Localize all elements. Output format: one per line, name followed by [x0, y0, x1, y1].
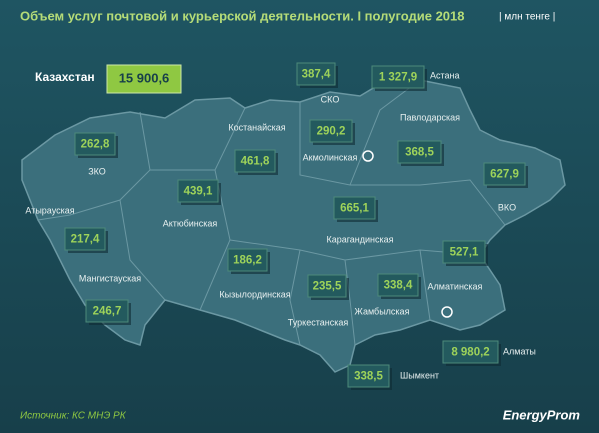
- unit: | млн тенге |: [499, 12, 555, 23]
- region-name: Алматинская: [428, 281, 483, 291]
- region-name: Жамбылская: [355, 306, 410, 316]
- region-name: СКО: [321, 94, 340, 104]
- region-value: 246,7: [93, 306, 122, 318]
- value-box: [442, 240, 486, 264]
- region-value: 262,8: [81, 139, 110, 151]
- region-value: 627,9: [490, 169, 519, 181]
- value-box: [483, 162, 526, 186]
- value-box: [307, 274, 347, 298]
- region-value: 368,5: [405, 147, 434, 159]
- region-value: 439,1: [184, 186, 213, 198]
- region-value: 387,4: [302, 69, 331, 81]
- region-name: Туркестанская: [288, 317, 349, 327]
- brand: EnergyProm: [503, 407, 581, 422]
- region-value: 217,4: [71, 234, 100, 246]
- value-box: [85, 299, 129, 323]
- region-name: Павлодарская: [400, 112, 460, 122]
- total-box: [106, 64, 182, 94]
- value-box: [333, 196, 376, 220]
- region-name: Карагандинская: [326, 234, 393, 244]
- astana-marker: [362, 150, 374, 162]
- region-value: 338,4: [384, 280, 413, 292]
- value-box: [377, 273, 419, 297]
- value-box: [371, 65, 425, 89]
- source: Источник: КС МНЭ РК: [20, 411, 127, 422]
- title: Объем услуг почтовой и курьерской деятел…: [20, 8, 465, 23]
- value-box: [227, 248, 268, 272]
- value-box: [296, 62, 336, 86]
- total-label: Казахстан: [35, 70, 95, 84]
- almaty-marker: [441, 306, 453, 318]
- value-box: [74, 132, 116, 156]
- region-value: 338,5: [354, 371, 383, 383]
- region-name: Актюбинская: [163, 218, 218, 228]
- region-value: 8 980,2: [451, 347, 489, 359]
- region-value: 461,8: [241, 156, 270, 168]
- region-value: 186,2: [233, 255, 262, 267]
- region-value: 235,5: [313, 281, 342, 293]
- region-name: Кызылординская: [219, 289, 290, 299]
- value-box: [177, 179, 219, 203]
- regions: 387,4 СКО 1 327,9 Астана 461,8 Костанайская 29…: [25, 62, 536, 390]
- region-name: Мангистауская: [79, 273, 141, 283]
- region-name: Акмолинская: [303, 152, 358, 162]
- region-name: Атырауская: [25, 205, 74, 215]
- region-value: 665,1: [340, 203, 369, 215]
- region-value: 290,2: [317, 126, 346, 138]
- region-name: Костанайская: [228, 122, 285, 132]
- value-box: [64, 227, 106, 251]
- value-box: [309, 119, 353, 143]
- region-name: ВКО: [498, 202, 516, 212]
- region-borders: [37, 79, 506, 346]
- value-box: [397, 140, 442, 164]
- region-name: Алматы: [503, 346, 536, 356]
- value-box: [347, 364, 390, 388]
- region-name: ЗКО: [88, 166, 106, 176]
- region-name: Астана: [430, 70, 460, 80]
- region-value: 1 327,9: [379, 72, 417, 84]
- total-value: 15 900,6: [119, 70, 170, 85]
- value-box: [442, 340, 499, 364]
- region-name: Шымкент: [400, 370, 439, 380]
- value-box: [234, 149, 276, 173]
- region-value: 527,1: [450, 247, 479, 259]
